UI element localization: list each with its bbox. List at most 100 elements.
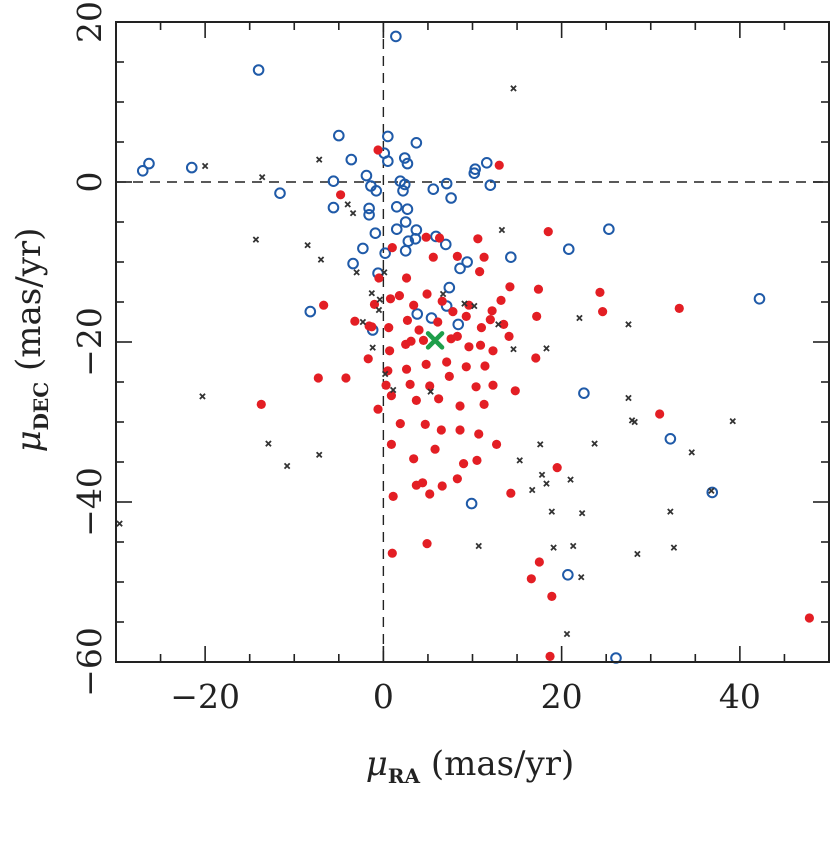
tick-marks — [116, 22, 829, 662]
center-marker — [425, 331, 445, 350]
point-filled-circle — [381, 380, 391, 390]
point-filled-circle — [433, 317, 443, 327]
point-filled-circle — [464, 300, 474, 310]
point-open-circle — [390, 201, 403, 213]
point-filled-circle — [598, 307, 608, 317]
point-cross — [625, 394, 632, 402]
point-filled-circle — [374, 273, 384, 283]
point-filled-circle — [373, 145, 383, 155]
point-cross — [543, 480, 550, 487]
point-open-circle — [304, 305, 317, 318]
point-cross — [353, 269, 360, 276]
point-cross — [376, 296, 384, 303]
point-cross — [543, 345, 550, 352]
point-filled-circle — [430, 444, 440, 454]
point-filled-circle — [405, 379, 415, 389]
point-open-circle — [410, 137, 423, 149]
point-filled-circle — [401, 364, 412, 374]
point-filled-circle — [533, 284, 544, 294]
point-open-circle — [753, 293, 766, 305]
point-filled-circle — [547, 591, 557, 602]
point-cross — [634, 550, 641, 558]
point-cross — [471, 302, 478, 310]
point-filled-circle — [402, 315, 413, 325]
point-filled-circle — [479, 399, 489, 409]
data-points — [116, 30, 814, 664]
point-filled-circle — [422, 289, 432, 299]
point-filled-circle — [452, 251, 462, 261]
x-tick-label: −20 — [170, 677, 240, 716]
point-open-circle — [440, 177, 453, 190]
point-filled-circle — [487, 306, 497, 316]
point-filled-circle — [504, 331, 514, 341]
point-filled-circle — [341, 373, 351, 383]
point-cross — [563, 630, 571, 638]
point-open-circle — [397, 185, 409, 197]
point-filled-circle — [437, 296, 447, 306]
point-cross — [498, 226, 506, 234]
point-filled-circle — [369, 299, 380, 309]
point-filled-circle — [411, 480, 421, 490]
point-open-circle — [390, 223, 403, 235]
point-open-circle — [136, 165, 149, 177]
point-filled-circle — [363, 354, 373, 364]
point-cross — [567, 476, 574, 483]
point-filled-circle — [395, 419, 405, 429]
point-filled-circle — [425, 381, 435, 391]
point-filled-circle — [422, 539, 432, 549]
point-open-circle — [252, 64, 265, 76]
point-filled-circle — [532, 311, 542, 321]
tick-labels: −20 0 20 40 −60 −40 −20 0 20 — [70, 1, 761, 716]
point-cross — [389, 386, 397, 394]
point-cross — [577, 573, 585, 581]
y-tick-label: −20 — [70, 307, 109, 377]
point-filled-circle — [499, 319, 509, 329]
point-open-circle — [469, 163, 481, 175]
point-open-circle — [454, 262, 466, 275]
point-cross — [510, 345, 517, 353]
point-filled-circle — [409, 300, 419, 310]
point-filled-circle — [534, 557, 544, 567]
point-cross — [591, 440, 598, 447]
point-filled-circle — [476, 323, 487, 333]
point-open-circle — [445, 192, 457, 204]
point-filled-circle — [461, 311, 471, 321]
point-filled-circle — [388, 491, 398, 501]
point-cross — [625, 321, 632, 328]
point-filled-circle — [428, 252, 438, 262]
point-cross — [258, 173, 266, 181]
point-cross — [528, 486, 536, 494]
point-cross — [369, 344, 376, 351]
point-cross — [688, 449, 695, 456]
point-filled-circle — [452, 474, 462, 484]
point-filled-circle — [474, 429, 484, 439]
point-filled-circle — [418, 335, 429, 345]
point-filled-circle — [386, 391, 396, 401]
point-cross — [381, 269, 388, 276]
point-filled-circle — [442, 357, 452, 367]
point-filled-circle — [674, 303, 684, 313]
point-filled-circle — [367, 322, 377, 332]
point-filled-circle — [256, 399, 266, 409]
x-tick-label: 0 — [373, 677, 394, 716]
point-filled-circle — [505, 282, 515, 292]
point-open-circle — [399, 216, 412, 228]
point-open-circle — [465, 497, 478, 510]
point-open-circle — [363, 209, 375, 221]
point-filled-circle — [655, 409, 665, 419]
y-tick-label: −40 — [70, 467, 109, 537]
point-filled-circle — [545, 651, 555, 662]
point-open-circle — [390, 30, 402, 43]
point-filled-circle — [488, 380, 498, 390]
point-filled-circle — [804, 613, 814, 623]
point-open-circle — [461, 256, 473, 268]
point-filled-circle — [411, 395, 421, 405]
point-open-circle — [382, 155, 394, 167]
point-open-circle — [452, 318, 465, 331]
point-open-circle — [398, 178, 411, 191]
y-tick-label: −60 — [70, 627, 109, 697]
point-open-circle — [398, 152, 411, 164]
point-open-circle — [439, 238, 452, 251]
point-open-circle — [370, 185, 383, 197]
